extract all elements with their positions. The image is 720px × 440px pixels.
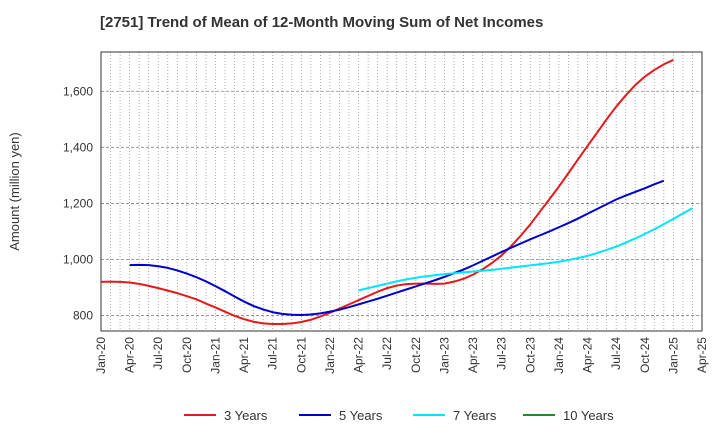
chart-title: [2751] Trend of Mean of 12-Month Moving … [100, 14, 544, 31]
series-line-3-years [100, 58, 674, 325]
x-tick-label: Oct-22 [409, 337, 423, 373]
x-tick-label: Jul-24 [609, 337, 623, 370]
x-tick-label: Jan-21 [208, 337, 222, 374]
plot-frame [100, 51, 703, 332]
x-tick-label: Apr-22 [352, 337, 366, 373]
y-tick-label: 1,000 [63, 252, 93, 266]
x-tick-label: Jul-22 [380, 337, 394, 370]
y-tick-labels: 800 1,000 1,200 1,400 1,600 [63, 84, 93, 322]
x-tick-label: Jan-25 [666, 337, 680, 374]
x-tick-label: Oct-21 [294, 337, 308, 373]
legend-label: 7 Years [453, 408, 497, 423]
legend: 3 Years 5 Years 7 Years 10 Years [184, 408, 614, 423]
x-tick-label: Jan-23 [437, 337, 451, 374]
y-tick-label: 800 [73, 309, 93, 323]
y-tick-label: 1,400 [63, 140, 93, 154]
x-tick-label: Apr-23 [466, 337, 480, 373]
legend-label: 3 Years [224, 408, 268, 423]
x-tick-labels: Jan-20 Apr-20 Jul-20 Oct-20 Jan-21 Apr-21 Jul-… [94, 337, 709, 374]
legend-label: 10 Years [563, 408, 614, 423]
x-tick-label: Oct-20 [180, 337, 194, 373]
y-tick-label: 1,600 [63, 84, 93, 98]
series-layer [100, 58, 693, 325]
series-line-5-years [129, 179, 665, 317]
series-line-7-years [358, 207, 693, 292]
x-tick-label: Apr-20 [123, 337, 137, 373]
x-tick-label: Jan-22 [323, 337, 337, 374]
x-tick-label: Oct-24 [638, 337, 652, 373]
x-tick-label: Apr-24 [581, 337, 595, 373]
x-tick-label: Jan-20 [94, 337, 108, 374]
x-tick-label: Jul-21 [266, 337, 280, 370]
x-tick-label: Jul-23 [495, 337, 509, 370]
x-tick-label: Apr-25 [695, 337, 709, 373]
x-tick-label: Jan-24 [552, 337, 566, 374]
grid [101, 52, 702, 331]
y-axis-label: Amount (million yen) [7, 132, 22, 251]
legend-label: 5 Years [339, 408, 383, 423]
x-tick-label: Jul-20 [151, 337, 165, 370]
x-tick-label: Oct-23 [523, 337, 537, 373]
x-tick-label: Apr-21 [237, 337, 251, 373]
y-tick-label: 1,200 [63, 196, 93, 210]
